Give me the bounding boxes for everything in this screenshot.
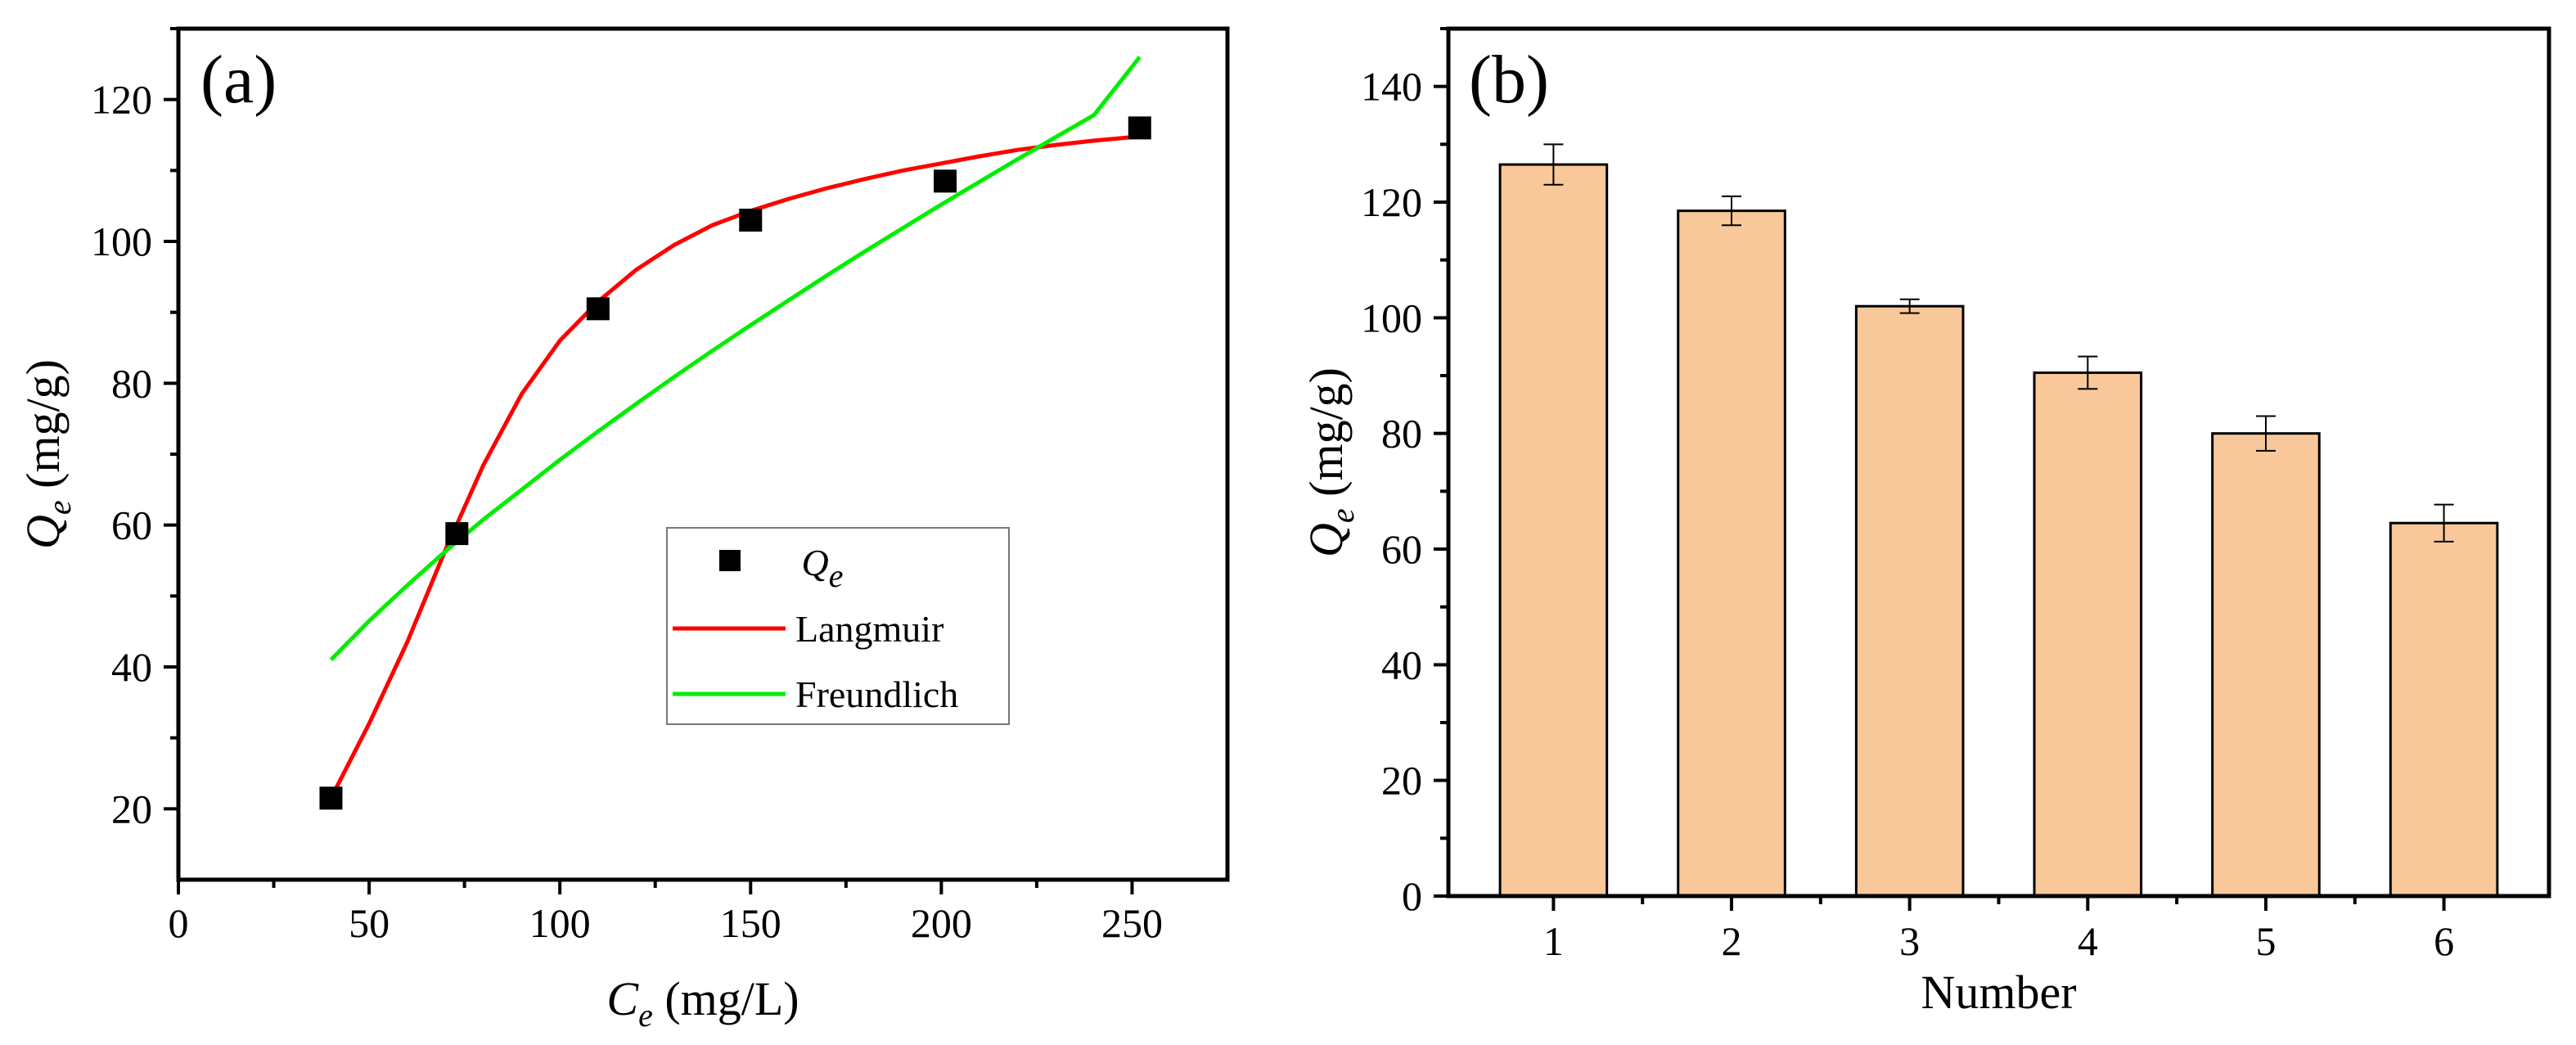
y-tick-label: 40 (111, 644, 152, 690)
x-tick-label: 100 (529, 900, 591, 946)
y-axis-label-unit: (mg/g) (16, 359, 70, 500)
y-tick-label: 40 (1381, 642, 1422, 687)
data-point (739, 209, 763, 232)
panel-b-plot-frame (1446, 26, 2551, 899)
y-axis-label: Qe (mg/g) (1299, 367, 1361, 557)
y-axis-label-unit: (mg/g) (1299, 367, 1353, 508)
data-point (319, 786, 343, 810)
x-tick-label: 50 (349, 900, 390, 946)
y-tick-label: 60 (111, 502, 152, 548)
legend-label-qe-symbol: Q (802, 542, 829, 583)
y-tick-label: 80 (1381, 411, 1422, 457)
legend-marker-qe (719, 550, 741, 571)
panel-a-chart: 0 50 100 150 200 250 20 40 60 80 100 120 Ce (mg/L) Qe… (16, 26, 1230, 1034)
x-tick-label: 2 (1722, 918, 1742, 964)
bar (2033, 371, 2143, 898)
legend-label-langmuir: Langmuir (795, 608, 943, 650)
x-tick-label: 250 (1101, 900, 1163, 946)
x-axis-label-subscript: e (638, 997, 653, 1034)
y-tick-label: 20 (111, 786, 152, 831)
x-tick-label: 3 (1899, 918, 1920, 964)
data-point (1128, 116, 1151, 140)
x-tick-label: 200 (911, 900, 972, 946)
x-tick-label: 0 (169, 900, 189, 946)
y-axis-label-symbol: Q (16, 515, 70, 549)
y-tick-label: 120 (91, 77, 152, 123)
y-axis-label-symbol: Q (1299, 523, 1353, 557)
y-axis-label: Qe (mg/g) (16, 359, 78, 549)
x-axis-label: Ce (mg/L) (606, 972, 799, 1034)
data-point (445, 522, 469, 546)
bar (2211, 432, 2321, 898)
y-tick-label: 0 (1402, 873, 1422, 919)
panel-label-b: (b) (1469, 42, 1549, 118)
y-tick-label: 20 (1381, 758, 1422, 804)
x-tick-label: 6 (2434, 918, 2454, 964)
panel-a-plot-frame (176, 26, 1230, 882)
x-axis-label-unit: (mg/L) (653, 972, 799, 1025)
x-tick-label: 5 (2255, 918, 2276, 964)
legend-label-freundlich: Freundlich (795, 673, 958, 715)
x-axis-label-symbol: C (606, 972, 639, 1025)
x-tick-label: 4 (2078, 918, 2098, 964)
x-tick-label: 150 (720, 900, 781, 946)
x-axis-label: Number (1921, 966, 2076, 1019)
bar (1677, 209, 1786, 898)
data-point (934, 169, 957, 193)
y-tick-label: 60 (1381, 526, 1422, 572)
panel-label-a: (a) (200, 42, 277, 118)
x-tick-label: 1 (1543, 918, 1564, 964)
bar (2389, 521, 2499, 898)
bar (1498, 163, 1609, 898)
y-axis-label-subscript: e (1324, 508, 1361, 523)
legend-label-qe: Qe (802, 542, 844, 594)
y-tick-label: 120 (1361, 179, 1422, 225)
y-tick-label: 100 (91, 218, 152, 264)
bar (1854, 304, 1965, 898)
y-tick-label: 140 (1361, 64, 1422, 110)
y-axis-label-subscript: e (41, 500, 78, 515)
data-point (586, 297, 610, 321)
y-tick-label: 80 (111, 360, 152, 406)
series-line-langmuir (329, 134, 1141, 800)
y-tick-label: 100 (1361, 295, 1422, 340)
legend-label-qe-subscript: e (829, 557, 844, 594)
